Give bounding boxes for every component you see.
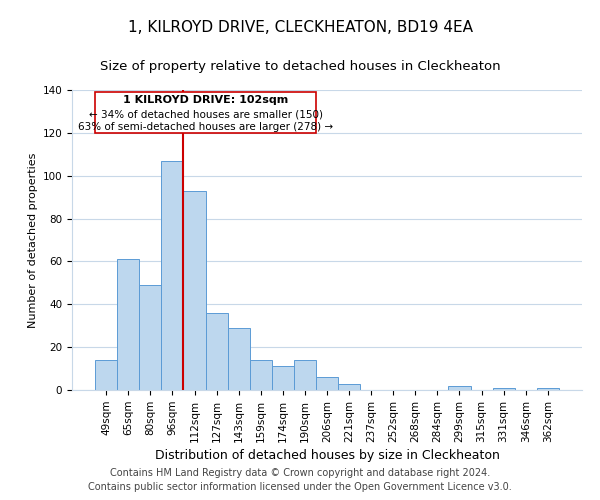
Bar bbox=[227, 328, 250, 390]
Text: ← 34% of detached houses are smaller (150): ← 34% of detached houses are smaller (15… bbox=[89, 110, 323, 120]
Text: Contains HM Land Registry data © Crown copyright and database right 2024.: Contains HM Land Registry data © Crown c… bbox=[110, 468, 490, 477]
FancyBboxPatch shape bbox=[95, 92, 316, 133]
Text: Size of property relative to detached houses in Cleckheaton: Size of property relative to detached ho… bbox=[100, 60, 500, 73]
Bar bbox=[448, 386, 470, 390]
Bar bbox=[294, 360, 316, 390]
Bar bbox=[161, 160, 184, 390]
Bar bbox=[272, 366, 294, 390]
Bar bbox=[117, 260, 139, 390]
Y-axis label: Number of detached properties: Number of detached properties bbox=[28, 152, 38, 328]
Text: 1 KILROYD DRIVE: 102sqm: 1 KILROYD DRIVE: 102sqm bbox=[123, 96, 288, 106]
Bar bbox=[316, 377, 338, 390]
Bar bbox=[139, 285, 161, 390]
Bar bbox=[493, 388, 515, 390]
Text: 1, KILROYD DRIVE, CLECKHEATON, BD19 4EA: 1, KILROYD DRIVE, CLECKHEATON, BD19 4EA bbox=[128, 20, 473, 35]
Bar bbox=[184, 190, 206, 390]
Bar bbox=[250, 360, 272, 390]
Bar bbox=[206, 313, 227, 390]
Text: 63% of semi-detached houses are larger (278) →: 63% of semi-detached houses are larger (… bbox=[78, 122, 333, 132]
Bar bbox=[537, 388, 559, 390]
Bar bbox=[338, 384, 360, 390]
Bar bbox=[95, 360, 117, 390]
X-axis label: Distribution of detached houses by size in Cleckheaton: Distribution of detached houses by size … bbox=[155, 449, 499, 462]
Text: Contains public sector information licensed under the Open Government Licence v3: Contains public sector information licen… bbox=[88, 482, 512, 492]
